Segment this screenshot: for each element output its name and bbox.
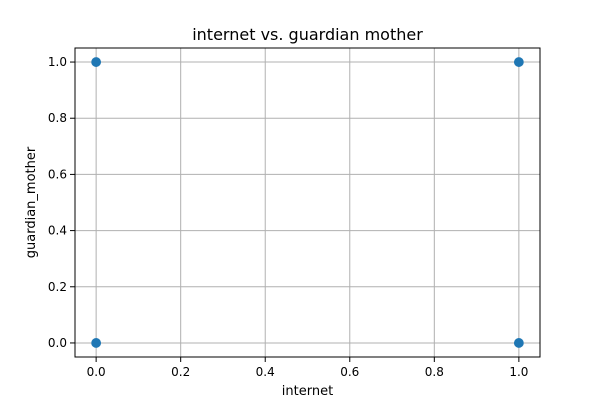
x-tick-label: 0.4 bbox=[256, 365, 275, 379]
chart-title: internet vs. guardian mother bbox=[192, 25, 423, 44]
x-tick-label: 0.6 bbox=[340, 365, 359, 379]
y-tick-label: 0.2 bbox=[48, 280, 67, 294]
x-axis-label: internet bbox=[282, 384, 333, 399]
y-tick-label: 0.4 bbox=[48, 224, 67, 238]
y-axis-label: guardian_mother bbox=[24, 146, 39, 258]
scatter-point bbox=[91, 338, 102, 348]
scatter-point bbox=[513, 338, 524, 348]
x-tick-label: 0.8 bbox=[425, 365, 444, 379]
scatter-point bbox=[91, 57, 102, 67]
x-tick-label: 1.0 bbox=[509, 365, 528, 379]
y-tick-label: 0.0 bbox=[48, 336, 67, 350]
plot-frame bbox=[74, 47, 541, 358]
scatter-point bbox=[513, 57, 524, 67]
x-tick-label: 0.0 bbox=[87, 365, 106, 379]
points-layer bbox=[91, 57, 524, 348]
x-tick-label: 0.2 bbox=[171, 365, 190, 379]
y-tick-label: 0.6 bbox=[48, 167, 67, 181]
y-tick-label: 0.8 bbox=[48, 111, 67, 125]
y-axis-ticks: 0.0 0.2 0.4 0.6 0.8 1.0 bbox=[48, 55, 75, 350]
x-axis-ticks: 0.0 0.2 0.4 0.6 0.8 1.0 bbox=[87, 357, 528, 379]
y-tick-label: 1.0 bbox=[48, 55, 67, 69]
grid-layer bbox=[75, 48, 540, 357]
